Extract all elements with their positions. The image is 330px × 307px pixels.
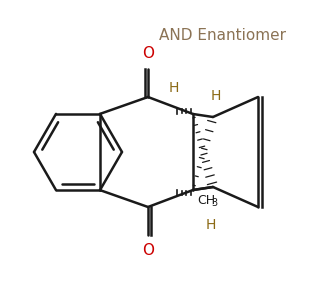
- Text: O: O: [142, 46, 154, 61]
- Text: AND Enantiomer: AND Enantiomer: [158, 28, 285, 42]
- Text: O: O: [142, 243, 154, 258]
- Text: 3: 3: [211, 198, 217, 208]
- Text: H: H: [211, 89, 221, 103]
- Text: H: H: [206, 218, 216, 232]
- Text: CH: CH: [197, 194, 215, 207]
- Text: H: H: [169, 81, 179, 95]
